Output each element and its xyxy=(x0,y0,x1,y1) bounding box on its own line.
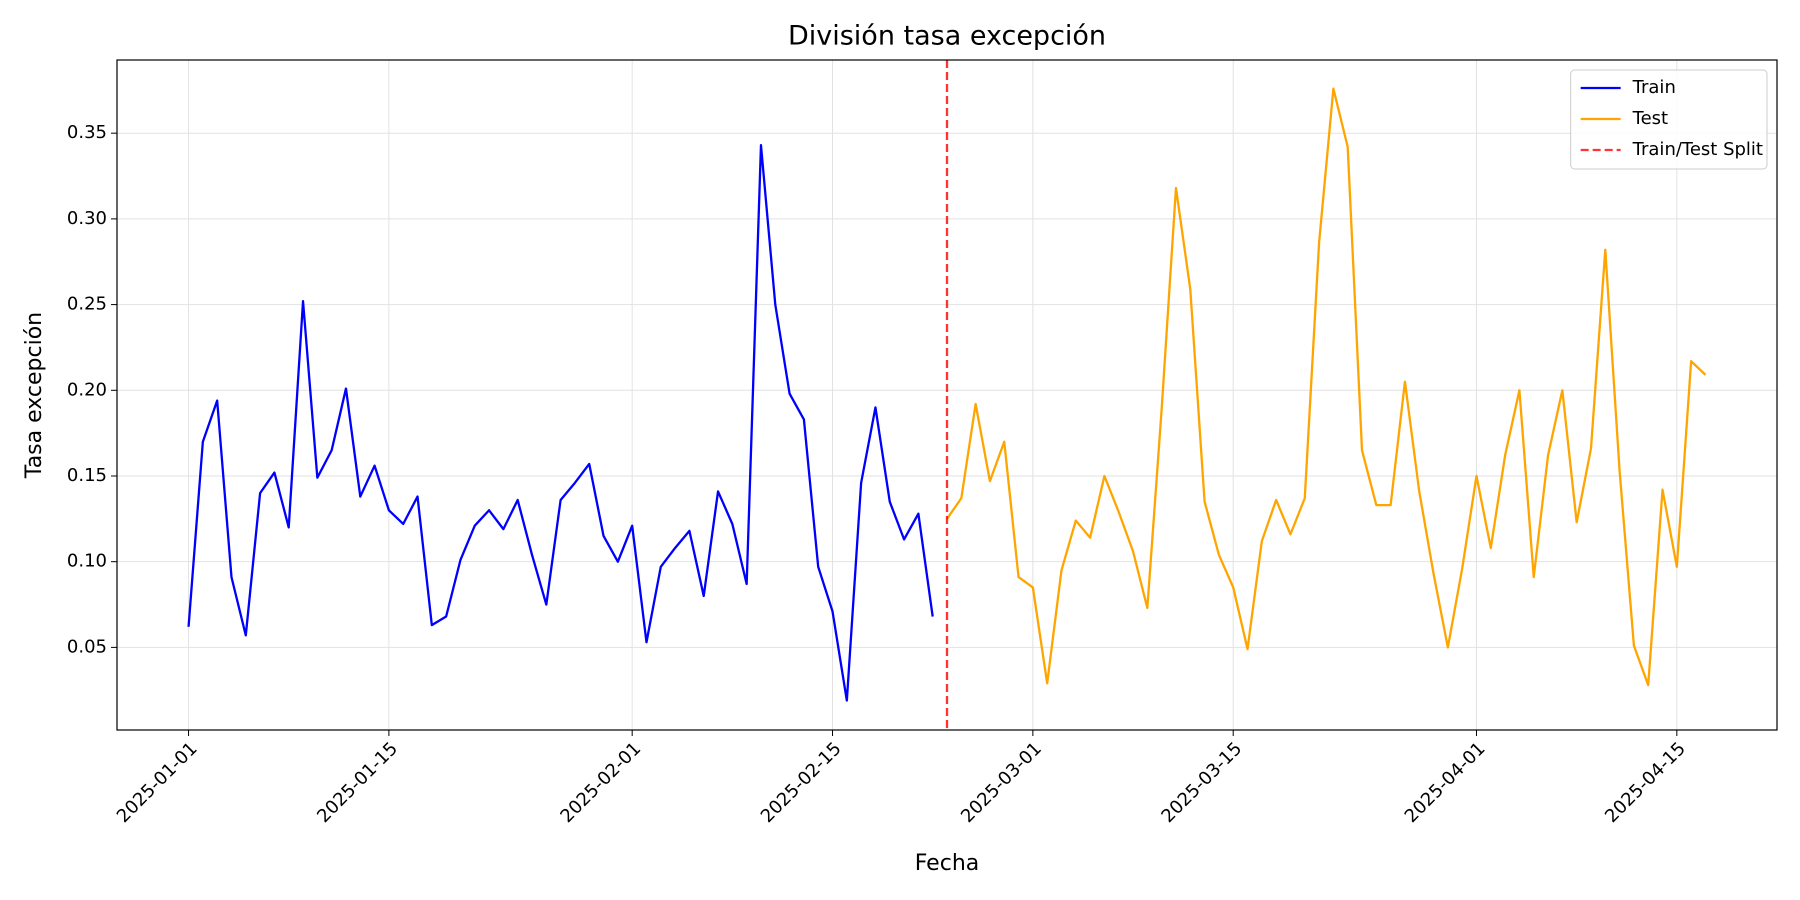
y-tick-label: 0.30 xyxy=(67,208,107,229)
y-tick-label: 0.10 xyxy=(67,551,107,572)
legend-label: Train/Test Split xyxy=(1632,139,1763,160)
y-tick-label: 0.25 xyxy=(67,294,107,315)
plot-frame xyxy=(116,59,1778,731)
legend-label: Test xyxy=(1632,108,1668,129)
series-line xyxy=(187,144,934,702)
y-tick-label: 0.35 xyxy=(67,122,107,143)
y-tick-label: 0.05 xyxy=(67,636,107,657)
y-tick-label: 0.15 xyxy=(67,465,107,486)
legend: Train Test Train/Test Split xyxy=(1570,69,1768,170)
series-line xyxy=(946,87,1707,687)
legend-box xyxy=(1570,69,1768,170)
y-axis-label: Tasa excepción xyxy=(22,312,47,479)
x-axis-label: Fecha xyxy=(915,851,980,876)
y-tick-label: 0.20 xyxy=(67,379,107,400)
chart-title: División tasa excepción xyxy=(788,21,1106,52)
legend-label: Train xyxy=(1632,77,1676,98)
